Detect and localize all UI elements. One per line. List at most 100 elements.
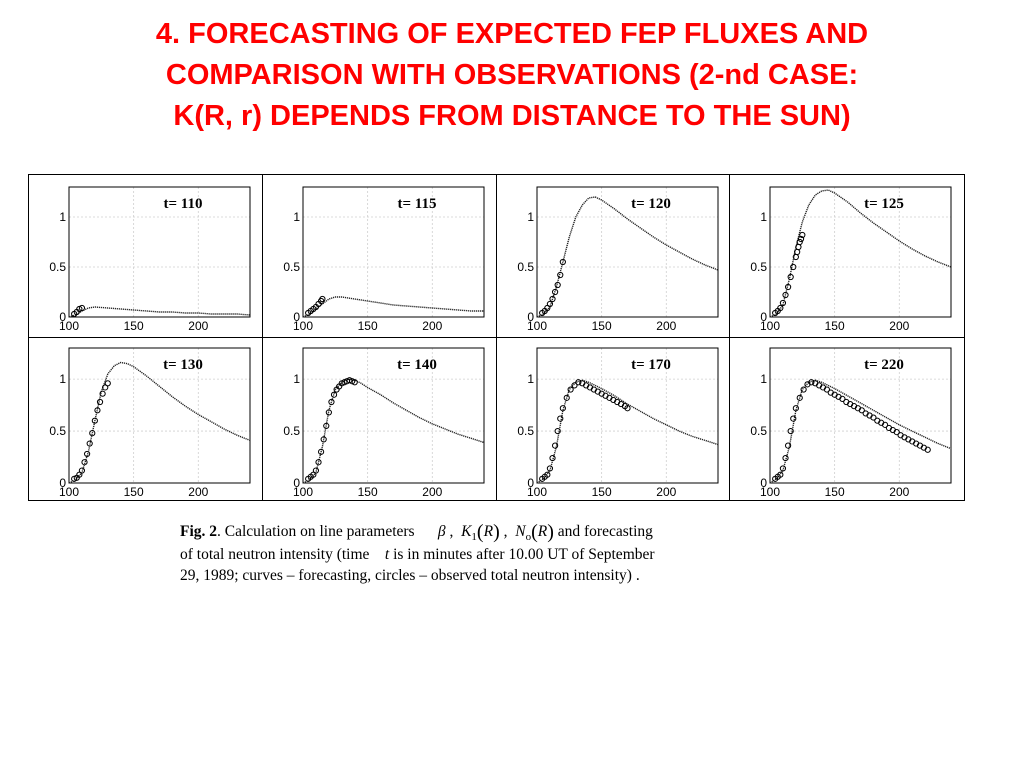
- observed-point: [777, 304, 784, 312]
- figure-number: Fig. 2: [180, 523, 218, 540]
- observed-point: [325, 408, 332, 415]
- axes-frame: [68, 347, 251, 483]
- observed-point: [351, 378, 358, 385]
- panel-time-label: t= 110: [164, 196, 203, 212]
- forecast-curve: [769, 378, 952, 484]
- observed-point: [777, 471, 784, 478]
- observed-point: [320, 435, 327, 442]
- k1-symbol: K1(R): [461, 521, 500, 544]
- y-tick-label: 1: [527, 372, 534, 386]
- comma-1: ,: [449, 523, 454, 540]
- panel-time-label: t= 170: [631, 357, 671, 373]
- observed-point: [556, 415, 563, 422]
- observed-point: [798, 235, 805, 243]
- forecast-curve: [68, 306, 251, 318]
- observed-point: [315, 458, 322, 465]
- observed-point: [787, 427, 795, 434]
- y-tick-label: 1: [761, 372, 768, 386]
- observed-point: [793, 253, 800, 261]
- observed-point: [328, 398, 335, 405]
- observed-point: [824, 385, 831, 393]
- x-tick-label: 200: [890, 319, 910, 333]
- observed-point: [570, 381, 578, 388]
- observed-point: [554, 281, 561, 289]
- x-tick-label: 100: [760, 485, 780, 499]
- title-line-3: K(R, r) DEPENDS FROM DISTANCE TO THE SUN…: [173, 100, 851, 132]
- title-line-1: 4. FORECASTING OF EXPECTED FEP FLUXES AN…: [155, 18, 869, 50]
- x-tick-label: 200: [422, 319, 442, 333]
- x-tick-label: 100: [293, 319, 313, 333]
- observed-point: [790, 263, 797, 271]
- panel-4: 100 150 200 0 0.5 1 t= 125: [730, 175, 964, 338]
- observed-point: [104, 379, 111, 386]
- observed-point: [84, 450, 91, 457]
- observed-point: [796, 394, 804, 401]
- x-tick-label: 200: [188, 485, 208, 499]
- forecast-curve: [536, 378, 718, 484]
- panel-time-label: t= 140: [397, 357, 437, 373]
- title-line-2: COMPARISON WITH OBSERVATIONS (2-nd CASE:: [165, 59, 859, 91]
- figure-grid: 100 150 200 0 0.5 1 t= 110 100 150 200 0 0.5 1 t= 11…: [28, 174, 965, 501]
- panel-1: 100 150 200 0 0.5 1 t= 110: [29, 175, 263, 338]
- y-tick-label: 0.5: [751, 260, 768, 274]
- observed-point: [623, 404, 631, 411]
- observed-point: [91, 417, 98, 424]
- x-tick-label: 200: [188, 319, 208, 333]
- y-tick-label: 0.5: [751, 424, 768, 438]
- y-tick-label: 0.5: [283, 424, 300, 438]
- forecast-curve: [302, 296, 484, 318]
- y-tick-label: 0: [527, 310, 534, 324]
- axes-frame: [302, 347, 485, 483]
- x-tick-label: 100: [59, 319, 79, 333]
- observed-point: [559, 404, 566, 411]
- x-tick-label: 200: [890, 485, 910, 499]
- observed-point: [800, 385, 807, 393]
- axes-frame: [769, 186, 952, 318]
- chart-panel-7: 100 150 200 0 0.5 1 t= 170: [517, 347, 718, 499]
- chart-panel-6: 100 150 200 0 0.5 1 t= 140: [283, 347, 485, 499]
- t-symbol: t: [384, 546, 390, 563]
- y-tick-label: 0: [59, 310, 66, 324]
- observed-point: [322, 422, 330, 429]
- panel-time-label: t= 220: [864, 357, 904, 373]
- observed-point: [780, 464, 787, 472]
- panel-8: 100 150 200 0 0.5 1 t= 220: [730, 338, 964, 501]
- observed-point: [787, 273, 795, 281]
- observed-point: [546, 300, 553, 308]
- y-tick-label: 0: [293, 476, 300, 490]
- comma-2: ,: [503, 523, 508, 540]
- y-tick-label: 0: [59, 476, 66, 490]
- x-tick-label: 150: [124, 485, 144, 499]
- observed-point: [785, 283, 792, 291]
- observed-point: [78, 304, 86, 312]
- y-tick-label: 1: [293, 372, 300, 386]
- observed-point: [96, 398, 104, 405]
- caption-line-3: 29, 1989; curves – forecasting, circles …: [180, 567, 640, 584]
- observed-point: [319, 295, 326, 303]
- x-tick-label: 150: [124, 319, 144, 333]
- x-tick-label: 100: [293, 485, 313, 499]
- beta-symbol: β: [437, 523, 446, 540]
- observed-point: [99, 390, 106, 397]
- observed-point: [808, 378, 815, 385]
- y-tick-label: 0.5: [517, 260, 534, 274]
- observed-point: [551, 288, 558, 296]
- chart-panel-5: 100 150 200 0 0.5 1 t= 130: [49, 347, 251, 499]
- y-tick-label: 0.5: [517, 424, 534, 438]
- x-tick-label: 100: [760, 319, 780, 333]
- observed-point: [782, 454, 789, 461]
- observed-point: [563, 394, 570, 401]
- panel-time-label: t= 130: [163, 357, 203, 373]
- x-tick-label: 150: [591, 319, 611, 333]
- forecast-curve: [302, 377, 484, 484]
- observed-point: [858, 406, 866, 413]
- panel-7: 100 150 200 0 0.5 1 t= 170: [497, 337, 731, 500]
- observed-point: [548, 454, 556, 461]
- panel-time-label: t= 115: [397, 196, 436, 212]
- caption-text-2: and forecasting: [557, 523, 653, 540]
- observed-point: [312, 466, 319, 474]
- y-tick-label: 1: [761, 210, 768, 224]
- y-tick-label: 1: [527, 210, 534, 224]
- forecast-curve: [68, 361, 251, 484]
- x-tick-label: 150: [591, 485, 611, 499]
